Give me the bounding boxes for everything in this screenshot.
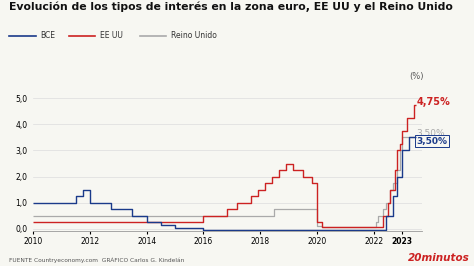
Text: 3,50%: 3,50% xyxy=(417,137,448,146)
Text: 4,75%: 4,75% xyxy=(417,97,450,107)
Text: Evolución de los tipos de interés en la zona euro, EE UU y el Reino Unido: Evolución de los tipos de interés en la … xyxy=(9,1,453,12)
Text: 3,50%: 3,50% xyxy=(417,129,446,138)
Text: FUENTE Countryeconomy.com  GRÁFICO Carlos G. Kindelán: FUENTE Countryeconomy.com GRÁFICO Carlos… xyxy=(9,257,185,263)
Text: Reino Unido: Reino Unido xyxy=(171,31,217,40)
Text: 20minutos: 20minutos xyxy=(408,253,469,263)
Text: EE UU: EE UU xyxy=(100,31,123,40)
Text: BCE: BCE xyxy=(40,31,55,40)
Text: (%): (%) xyxy=(410,72,424,81)
